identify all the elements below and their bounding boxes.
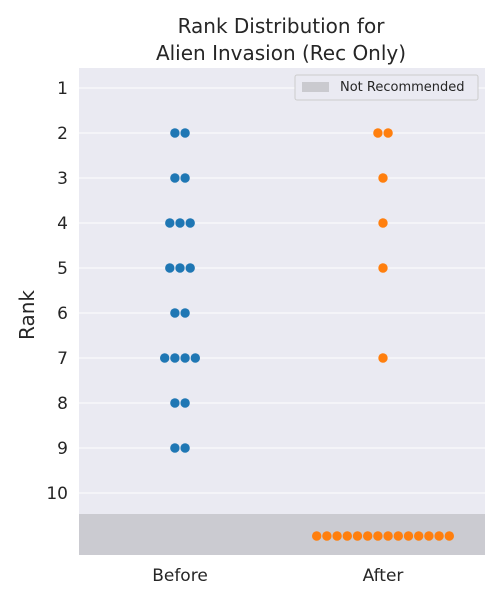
data-point-after-not-recommended [434,531,444,541]
y-axis-label: Rank [15,290,39,340]
data-point-before-rank-2 [170,128,180,138]
legend-label-not-recommended: Not Recommended [340,80,465,95]
data-point-before-rank-3 [170,173,180,183]
legend-box [294,74,479,101]
grid-lines [79,87,485,494]
y-tick-label: 7 [57,349,68,369]
data-point-after-not-recommended [424,531,434,541]
plot-background [79,68,485,555]
data-point-before-rank-7 [180,353,190,363]
y-tick-labels: 1 2 3 4 5 6 7 8 9 10 [46,79,68,504]
data-point-after-rank-2 [373,128,383,138]
y-tick-label: 8 [57,394,68,414]
data-point-before-rank-7 [160,353,170,363]
data-point-before-rank-9 [170,443,180,453]
data-point-before-rank-5 [175,263,185,273]
data-point-before-rank-8 [180,398,190,408]
data-point-before-rank-5 [185,263,195,273]
data-point-after-not-recommended [312,531,322,541]
x-tick-labels: Before After [152,566,403,586]
data-point-before-rank-8 [170,398,180,408]
data-point-after-rank-7 [378,353,388,363]
data-point-after-not-recommended [414,531,424,541]
data-point-after-rank-2 [383,128,393,138]
data-point-after-not-recommended [322,531,332,541]
data-point-before-rank-9 [180,443,190,453]
data-point-after-not-recommended [444,531,454,541]
y-tick-label: 1 [57,79,68,99]
data-point-before-rank-6 [180,308,190,318]
data-point-before-rank-2 [180,128,190,138]
data-point-before-rank-4 [165,218,175,228]
y-tick-label: 4 [57,214,68,234]
chart-title-line-1: Rank Distribution for [178,14,386,38]
y-tick-label: 3 [57,169,68,189]
y-tick-label: 5 [57,259,68,279]
data-point-after-not-recommended [373,531,383,541]
x-tick-label-after: After [363,566,404,586]
data-point-after-not-recommended [352,531,363,541]
chart-title-line-2: Alien Invasion (Rec Only) [156,41,406,65]
x-tick-label-before: Before [152,566,208,586]
data-point-after-not-recommended [342,531,352,541]
data-point-before-rank-4 [175,218,185,228]
not-recommended-band [79,514,485,555]
data-point-after-not-recommended [393,531,403,541]
data-point-after-not-recommended [363,531,373,541]
data-point-before-rank-6 [170,308,180,318]
y-tick-label: 2 [57,124,68,144]
y-tick-label: 10 [46,484,68,504]
y-tick-label: 9 [57,439,68,459]
legend-swatch-not-recommended [302,82,329,92]
data-point-before-rank-3 [180,173,190,183]
data-point-before-rank-4 [185,218,195,228]
data-point-after-rank-4 [378,218,388,228]
data-point-before-rank-7 [190,353,200,363]
legend: Not Recommended [294,74,479,101]
data-point-after-not-recommended [383,531,393,541]
data-point-before-rank-5 [165,263,175,273]
data-point-after-not-recommended [332,531,342,541]
y-tick-label: 6 [57,304,68,324]
data-point-after-rank-5 [378,263,388,273]
data-point-after-not-recommended [403,531,414,541]
data-point-before-rank-7 [170,353,180,363]
data-points [160,128,454,541]
data-point-after-rank-3 [378,173,388,183]
